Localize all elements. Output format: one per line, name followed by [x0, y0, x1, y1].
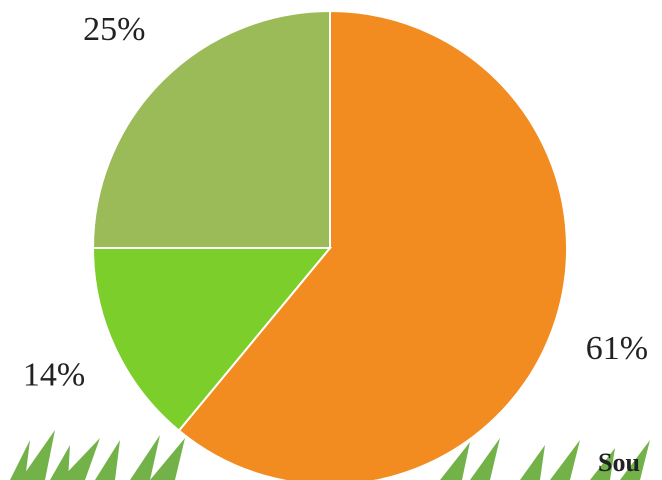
pie: [93, 11, 567, 480]
footer-text: Sou: [598, 448, 640, 477]
slice-label: 25%: [83, 11, 145, 48]
page: {"chart_data": {"type": "pie", "categori…: [0, 0, 662, 480]
chart: Sou 61% 14% 25%: [0, 0, 662, 480]
slice-label: 61%: [586, 330, 648, 367]
slice-label: 14%: [23, 357, 85, 394]
